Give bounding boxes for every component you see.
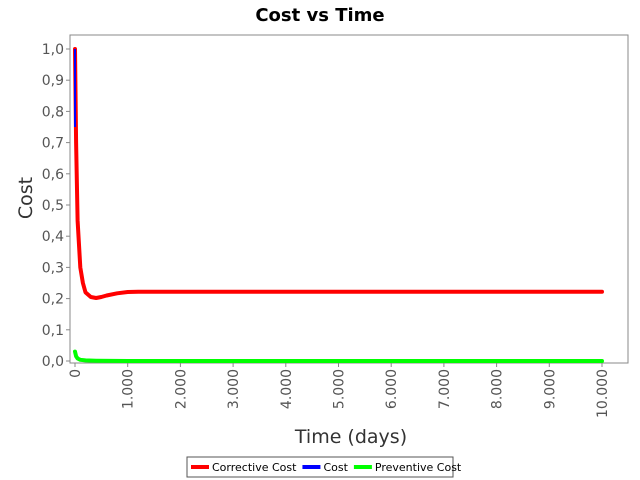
- x-tick-label: 4.000: [279, 369, 295, 409]
- y-tick-label: 0,5: [42, 198, 64, 214]
- x-tick-label: 10.000: [595, 369, 611, 418]
- chart-title: Cost vs Time: [255, 5, 384, 26]
- plot-area: [69, 34, 629, 364]
- x-tick-label: 8.000: [490, 369, 506, 409]
- y-tick-label: 0,3: [42, 260, 64, 276]
- legend-entry-preventive-cost: Preventive Cost: [375, 461, 462, 474]
- y-tick-label: 0,0: [42, 354, 64, 370]
- x-tick-label: 5.000: [332, 369, 348, 409]
- y-axis-label: Cost: [15, 177, 37, 219]
- x-tick-label: 0: [68, 369, 84, 378]
- y-tick-label: 0,8: [42, 104, 64, 120]
- y-tick-label: 0,9: [42, 73, 64, 89]
- y-tick-label: 1,0: [42, 42, 64, 58]
- x-tick-label: 9.000: [542, 369, 558, 409]
- y-tick-label: 0,7: [42, 136, 64, 152]
- series-line-corrective-cost: [73, 47, 604, 300]
- series-line-preventive-cost: [73, 349, 604, 363]
- y-tick-label: 0,2: [42, 292, 64, 308]
- legend-entry-cost: Cost: [323, 461, 348, 474]
- y-tick-label: 0,4: [42, 229, 64, 245]
- x-tick-label: 7.000: [437, 369, 453, 409]
- x-axis-label: Time (days): [294, 426, 407, 448]
- x-tick-label: 2.000: [173, 369, 189, 409]
- x-tick-label: 1.000: [121, 369, 137, 409]
- y-tick-label: 0,6: [42, 167, 64, 183]
- legend-entry-corrective-cost: Corrective Cost: [212, 461, 297, 474]
- x-tick-label: 3.000: [226, 369, 242, 409]
- x-tick-label: 6.000: [384, 369, 400, 409]
- y-tick-label: 0,1: [42, 323, 64, 339]
